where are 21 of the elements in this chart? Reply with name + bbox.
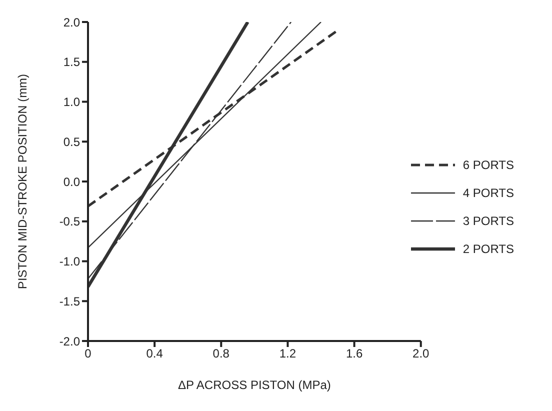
y-tick-label: -1.0 <box>59 254 80 269</box>
y-tick-label: 0.5 <box>63 134 80 149</box>
x-tick-label: 1.6 <box>346 346 363 361</box>
x-tick-label: 2.0 <box>412 346 430 361</box>
x-tick-label: 1.2 <box>279 346 296 361</box>
x-tick-label: 0.8 <box>212 346 230 361</box>
x-tick-label: 0.4 <box>146 346 164 361</box>
legend-label: 2 PORTS <box>462 242 514 256</box>
y-tick-label: 0.0 <box>63 174 80 189</box>
y-tick-label: -0.5 <box>59 214 80 229</box>
y-tick-label: -1.5 <box>59 294 80 308</box>
y-tick-label: 1.5 <box>63 55 80 70</box>
x-tick-label: 0 <box>84 346 92 361</box>
y-tick-label: 1.0 <box>63 95 80 110</box>
legend-label: 3 PORTS <box>462 214 514 228</box>
y-axis-title: PISTON MID-STROKE POSITION (mm) <box>15 74 30 290</box>
y-tick-label: -2.0 <box>59 334 80 348</box>
legend-label: 4 PORTS <box>462 186 514 200</box>
x-axis-title: ΔP ACROSS PISTON (MPa) <box>178 378 331 392</box>
y-tick-label: 2.0 <box>63 15 80 30</box>
legend-label: 6 PORTS <box>462 158 514 172</box>
